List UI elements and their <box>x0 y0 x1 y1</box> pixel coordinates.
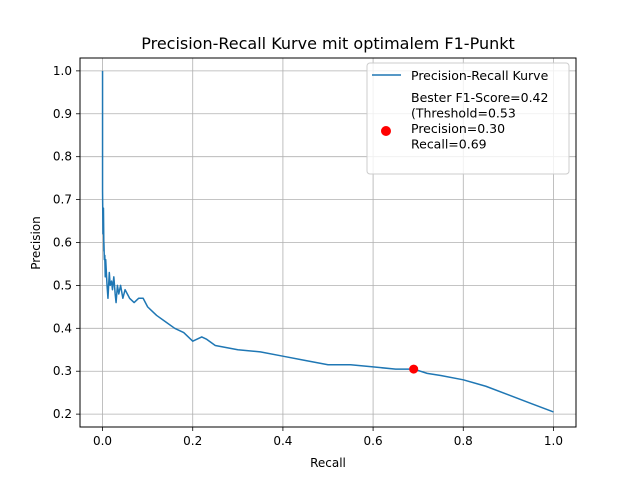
y-tick-label: 0.4 <box>53 321 72 335</box>
y-tick-label: 0.3 <box>53 364 72 378</box>
legend: Precision-Recall Kurve Bester F1-Score=0… <box>366 62 570 175</box>
y-axis-ticks: 0.2 0.3 0.4 0.5 0.6 0.7 0.8 0.9 1.0 <box>53 64 80 421</box>
pr-curve-line <box>101 70 554 413</box>
y-tick-label: 0.2 <box>53 407 72 421</box>
legend-label-curve: Precision-Recall Kurve <box>411 68 549 83</box>
legend-dot-swatch <box>381 126 391 136</box>
x-tick-label: 0.2 <box>183 434 202 448</box>
legend-best-f1-line: Precision=0.30 <box>411 121 505 136</box>
x-tick-label: 0.8 <box>454 434 473 448</box>
legend-box <box>366 62 570 175</box>
legend-label-best-f1: Bester F1-Score=0.42 (Threshold=0.53 Preci… <box>411 90 548 152</box>
plot-content <box>101 70 554 413</box>
chart-title: Precision-Recall Kurve mit optimalem F1-… <box>141 34 515 53</box>
legend-best-f1-line: Recall=0.69 <box>411 137 487 152</box>
x-tick-label: 0.0 <box>93 434 112 448</box>
grid-lines <box>80 58 576 427</box>
y-tick-label: 0.5 <box>53 278 72 292</box>
y-tick-label: 1.0 <box>53 64 72 78</box>
best-f1-point <box>409 364 419 374</box>
y-tick-label: 0.9 <box>53 107 72 121</box>
legend-best-f1-line: Bester F1-Score=0.42 <box>411 90 548 105</box>
legend-best-f1-line: (Threshold=0.53 <box>411 106 516 121</box>
x-tick-label: 0.6 <box>364 434 383 448</box>
y-tick-label: 0.8 <box>53 150 72 164</box>
y-tick-label: 0.7 <box>53 193 72 207</box>
x-axis-label: Recall <box>310 456 346 470</box>
x-tick-label: 1.0 <box>544 434 563 448</box>
x-axis-ticks: 0.0 0.2 0.4 0.6 0.8 1.0 <box>93 427 563 448</box>
plot-frame <box>79 57 577 428</box>
y-axis-label: Precision <box>29 216 43 270</box>
x-tick-label: 0.4 <box>273 434 292 448</box>
y-tick-label: 0.6 <box>53 236 72 250</box>
